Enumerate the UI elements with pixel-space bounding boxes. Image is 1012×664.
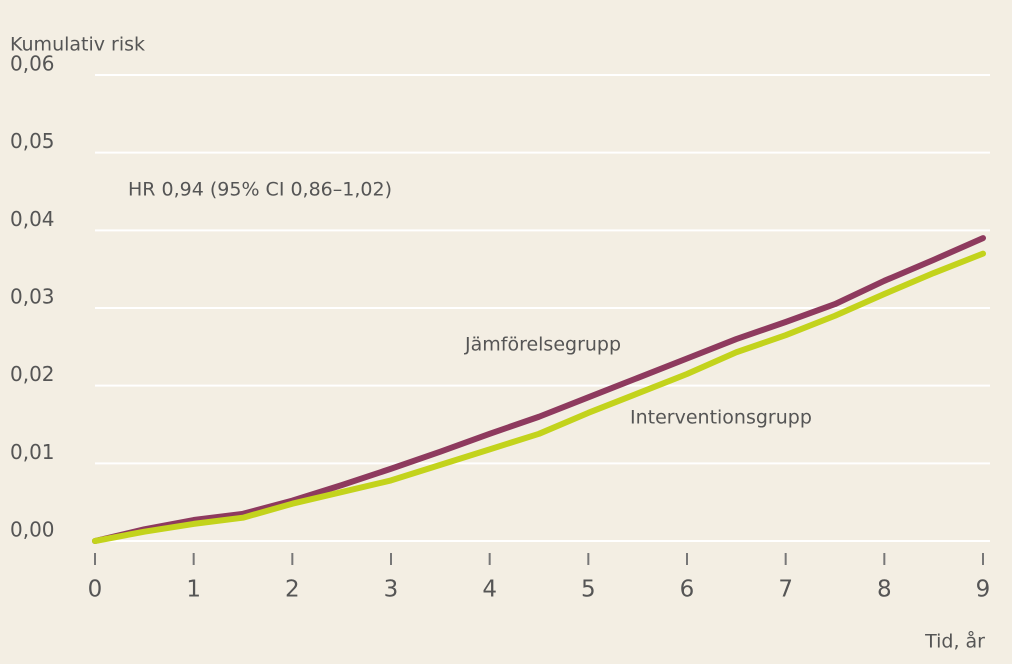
- y-tick-label: 0,01: [10, 440, 55, 464]
- x-tick-label: 3: [384, 577, 399, 603]
- x-tick-label: 4: [482, 577, 497, 603]
- x-tick-label: 9: [976, 577, 991, 603]
- x-tick-label: 0: [88, 577, 103, 603]
- x-tick-label: 2: [285, 577, 300, 603]
- y-tick-label: 0,04: [10, 207, 55, 231]
- y-tick-label: 0,05: [10, 129, 55, 153]
- y-tick-label: 0,02: [10, 362, 55, 386]
- x-tick-label: 7: [778, 577, 793, 603]
- y-tick-label: 0,00: [10, 518, 55, 542]
- x-tick-label: 1: [186, 577, 201, 603]
- annotation: Jämförelsegrupp: [464, 334, 621, 356]
- x-axis-label: Tid, år: [924, 630, 985, 653]
- y-tick-label: 0,03: [10, 285, 55, 309]
- x-tick-label: 8: [877, 577, 892, 603]
- y-axis-label: Kumulativ risk: [10, 34, 145, 56]
- x-tick-label: 6: [680, 577, 695, 603]
- series-line: [92, 250, 986, 544]
- annotation: Interventionsgrupp: [630, 407, 812, 429]
- annotation: HR 0,94 (95% CI 0,86–1,02): [128, 179, 392, 201]
- x-tick-label: 5: [581, 577, 596, 603]
- series-line: [92, 235, 986, 544]
- y-tick-label: 0,06: [10, 52, 55, 76]
